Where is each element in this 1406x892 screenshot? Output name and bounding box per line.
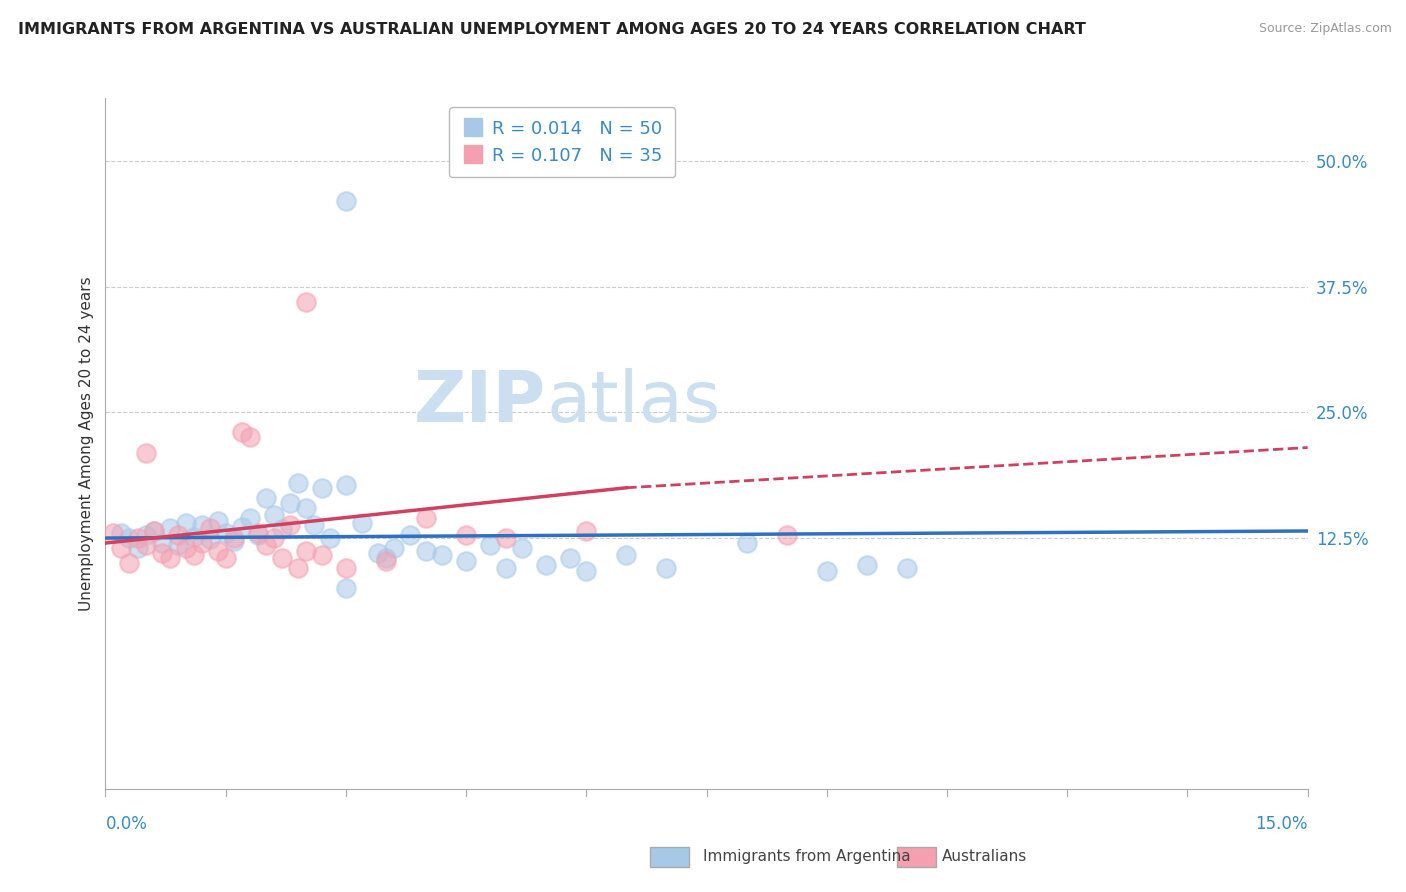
Point <box>183 530 205 544</box>
Point <box>174 541 197 555</box>
Point <box>246 528 269 542</box>
Point <box>311 548 333 562</box>
Point <box>495 531 517 545</box>
Text: Australians: Australians <box>942 849 1028 863</box>
Point <box>815 564 838 578</box>
Point <box>150 546 173 560</box>
Text: Source: ZipAtlas.com: Source: ZipAtlas.com <box>1258 22 1392 36</box>
Point <box>150 536 173 550</box>
Point <box>575 524 598 538</box>
Point <box>214 526 236 541</box>
Point <box>127 541 149 555</box>
Point <box>166 538 188 552</box>
Y-axis label: Unemployment Among Ages 20 to 24 years: Unemployment Among Ages 20 to 24 years <box>79 277 94 611</box>
Point <box>110 541 132 555</box>
Point <box>430 548 453 562</box>
Point <box>127 531 149 545</box>
Point <box>311 481 333 495</box>
Point <box>655 561 678 575</box>
Point <box>110 526 132 541</box>
Point <box>374 554 398 568</box>
Text: 0.0%: 0.0% <box>105 814 148 832</box>
Point <box>382 541 405 555</box>
Point <box>735 536 758 550</box>
Point <box>190 536 212 550</box>
Point <box>456 528 478 542</box>
Point <box>118 556 141 570</box>
Point <box>415 544 437 558</box>
Point <box>278 496 301 510</box>
Point <box>135 528 157 542</box>
Point <box>222 531 245 545</box>
Point <box>190 518 212 533</box>
Point <box>295 294 318 309</box>
Point <box>335 561 357 575</box>
Point <box>510 541 533 555</box>
Point <box>135 538 157 552</box>
Text: IMMIGRANTS FROM ARGENTINA VS AUSTRALIAN UNEMPLOYMENT AMONG AGES 20 TO 24 YEARS C: IMMIGRANTS FROM ARGENTINA VS AUSTRALIAN … <box>18 22 1087 37</box>
Point <box>295 544 318 558</box>
Point <box>896 561 918 575</box>
Point <box>367 546 389 560</box>
Point <box>776 528 799 542</box>
Point <box>399 528 422 542</box>
Point <box>263 508 285 522</box>
Point <box>214 551 236 566</box>
Point <box>254 491 277 505</box>
Point <box>319 531 342 545</box>
Point <box>560 551 582 566</box>
Point <box>198 532 221 546</box>
Point <box>207 544 229 558</box>
Point <box>295 500 318 515</box>
Text: 15.0%: 15.0% <box>1256 814 1308 832</box>
Point <box>855 558 877 573</box>
Point <box>616 548 638 562</box>
Point <box>103 526 125 541</box>
Point <box>239 511 262 525</box>
Point <box>374 551 398 566</box>
Point <box>350 516 373 530</box>
Point <box>302 518 325 533</box>
Point <box>118 531 141 545</box>
Text: atlas: atlas <box>546 368 721 437</box>
Point <box>335 194 357 209</box>
Point <box>263 531 285 545</box>
Point <box>231 425 253 440</box>
Point <box>239 430 262 444</box>
Point <box>415 511 437 525</box>
Point <box>207 514 229 528</box>
Point <box>135 445 157 459</box>
Point <box>270 551 292 566</box>
Point <box>142 524 165 538</box>
Point <box>174 516 197 530</box>
Point <box>335 582 357 596</box>
Point <box>534 558 557 573</box>
Point <box>287 561 309 575</box>
Text: ZIP: ZIP <box>413 368 546 437</box>
Point <box>159 551 181 566</box>
Point <box>222 534 245 549</box>
Point <box>287 475 309 490</box>
Point <box>198 521 221 535</box>
Point <box>278 518 301 533</box>
Point <box>183 548 205 562</box>
Point <box>456 554 478 568</box>
Point <box>479 538 502 552</box>
Point <box>270 522 292 536</box>
Point <box>166 528 188 542</box>
Point <box>495 561 517 575</box>
Legend: R = 0.014   N = 50, R = 0.107   N = 35: R = 0.014 N = 50, R = 0.107 N = 35 <box>449 107 675 178</box>
Point <box>246 526 269 541</box>
Point <box>142 524 165 538</box>
Point <box>159 521 181 535</box>
Point <box>575 564 598 578</box>
Point <box>254 538 277 552</box>
Text: Immigrants from Argentina: Immigrants from Argentina <box>703 849 911 863</box>
Point <box>231 520 253 534</box>
Point <box>335 477 357 491</box>
